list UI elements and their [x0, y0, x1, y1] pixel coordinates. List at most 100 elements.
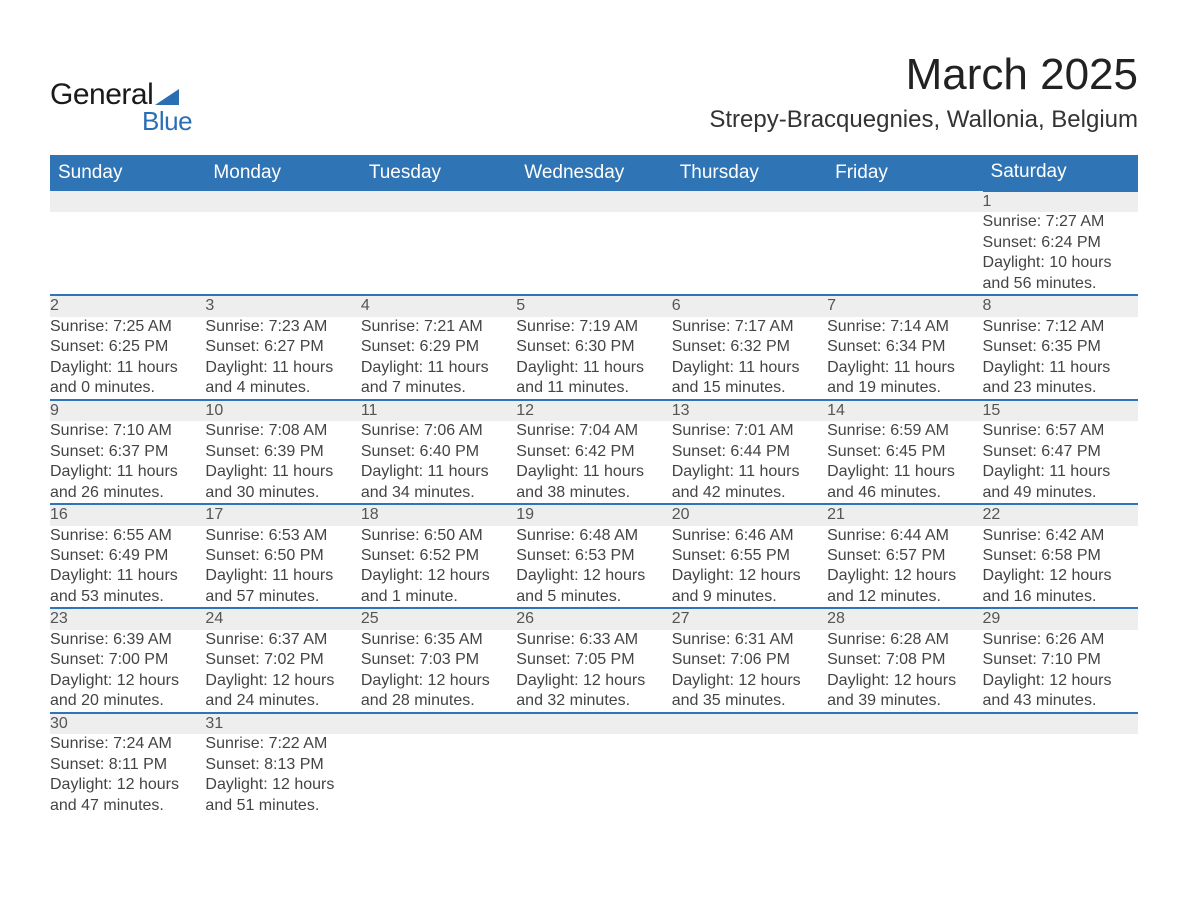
sunset-text: Sunset: 6:55 PM	[672, 546, 827, 566]
day-number-value: 31	[205, 715, 223, 732]
empty-cell	[516, 191, 671, 212]
empty-cell	[361, 191, 516, 212]
title-block: March 2025 Strepy-Bracquegnies, Wallonia…	[709, 50, 1138, 134]
col-tuesday: Tuesday	[361, 155, 516, 191]
day-number: 25	[361, 608, 516, 629]
empty-cell	[827, 734, 982, 816]
day-number: 28	[827, 608, 982, 629]
daylight-text: Daylight: 12 hours and 1 minute.	[361, 566, 516, 607]
day-details: Sunrise: 7:04 AMSunset: 6:42 PMDaylight:…	[516, 421, 671, 504]
day-details: Sunrise: 6:31 AMSunset: 7:06 PMDaylight:…	[672, 630, 827, 713]
empty-cell	[361, 212, 516, 295]
day-number-value: 20	[672, 506, 690, 523]
col-wednesday: Wednesday	[516, 155, 671, 191]
sunset-text: Sunset: 8:11 PM	[50, 755, 205, 775]
sunrise-text: Sunrise: 6:37 AM	[205, 630, 360, 650]
day-number: 31	[205, 713, 360, 734]
month-title: March 2025	[709, 50, 1138, 100]
day-details: Sunrise: 7:08 AMSunset: 6:39 PMDaylight:…	[205, 421, 360, 504]
sunset-text: Sunset: 6:45 PM	[827, 442, 982, 462]
sunset-text: Sunset: 6:42 PM	[516, 442, 671, 462]
sunset-text: Sunset: 8:13 PM	[205, 755, 360, 775]
daylight-text: Daylight: 11 hours and 53 minutes.	[50, 566, 205, 607]
day-number-value: 15	[983, 402, 1001, 419]
day-details: Sunrise: 7:12 AMSunset: 6:35 PMDaylight:…	[983, 317, 1138, 400]
day-number: 22	[983, 504, 1138, 525]
sunset-text: Sunset: 6:24 PM	[983, 233, 1138, 253]
empty-cell	[516, 212, 671, 295]
day-number-value: 1	[983, 193, 992, 210]
day-number-value: 29	[983, 610, 1001, 627]
daylight-text: Daylight: 12 hours and 39 minutes.	[827, 671, 982, 712]
day-number-value: 16	[50, 506, 68, 523]
daylight-text: Daylight: 12 hours and 9 minutes.	[672, 566, 827, 607]
day-details: Sunrise: 6:59 AMSunset: 6:45 PMDaylight:…	[827, 421, 982, 504]
sunset-text: Sunset: 7:06 PM	[672, 650, 827, 670]
sunset-text: Sunset: 6:37 PM	[50, 442, 205, 462]
empty-cell	[672, 191, 827, 212]
empty-cell	[983, 713, 1138, 734]
sunset-text: Sunset: 7:02 PM	[205, 650, 360, 670]
sunset-text: Sunset: 7:03 PM	[361, 650, 516, 670]
day-number-value: 25	[361, 610, 379, 627]
sunrise-text: Sunrise: 7:21 AM	[361, 317, 516, 337]
day-number: 13	[672, 400, 827, 421]
week-daynum-row: 3031	[50, 713, 1138, 734]
day-details: Sunrise: 7:01 AMSunset: 6:44 PMDaylight:…	[672, 421, 827, 504]
daylight-text: Daylight: 10 hours and 56 minutes.	[983, 253, 1138, 294]
day-number: 21	[827, 504, 982, 525]
week-daynum-row: 23242526272829	[50, 608, 1138, 629]
sunset-text: Sunset: 6:40 PM	[361, 442, 516, 462]
day-details: Sunrise: 6:26 AMSunset: 7:10 PMDaylight:…	[983, 630, 1138, 713]
daylight-text: Daylight: 11 hours and 23 minutes.	[983, 358, 1138, 399]
empty-cell	[516, 734, 671, 816]
sunrise-text: Sunrise: 6:28 AM	[827, 630, 982, 650]
sunset-text: Sunset: 6:52 PM	[361, 546, 516, 566]
daylight-text: Daylight: 11 hours and 26 minutes.	[50, 462, 205, 503]
day-number: 29	[983, 608, 1138, 629]
daylight-text: Daylight: 11 hours and 0 minutes.	[50, 358, 205, 399]
week-detail-row: Sunrise: 6:55 AMSunset: 6:49 PMDaylight:…	[50, 526, 1138, 609]
day-details: Sunrise: 7:06 AMSunset: 6:40 PMDaylight:…	[361, 421, 516, 504]
day-number: 12	[516, 400, 671, 421]
day-number: 23	[50, 608, 205, 629]
day-number-value: 10	[205, 402, 223, 419]
daylight-text: Daylight: 12 hours and 43 minutes.	[983, 671, 1138, 712]
day-number: 27	[672, 608, 827, 629]
sunrise-text: Sunrise: 7:22 AM	[205, 734, 360, 754]
sunrise-text: Sunrise: 7:24 AM	[50, 734, 205, 754]
day-details: Sunrise: 7:21 AMSunset: 6:29 PMDaylight:…	[361, 317, 516, 400]
empty-cell	[50, 191, 205, 212]
day-details: Sunrise: 6:44 AMSunset: 6:57 PMDaylight:…	[827, 526, 982, 609]
empty-cell	[205, 191, 360, 212]
sunset-text: Sunset: 7:08 PM	[827, 650, 982, 670]
day-details: Sunrise: 6:46 AMSunset: 6:55 PMDaylight:…	[672, 526, 827, 609]
empty-cell	[516, 713, 671, 734]
sunset-text: Sunset: 6:35 PM	[983, 337, 1138, 357]
sunrise-text: Sunrise: 7:06 AM	[361, 421, 516, 441]
location-title: Strepy-Bracquegnies, Wallonia, Belgium	[709, 106, 1138, 134]
sunset-text: Sunset: 6:34 PM	[827, 337, 982, 357]
day-details: Sunrise: 6:35 AMSunset: 7:03 PMDaylight:…	[361, 630, 516, 713]
sunrise-text: Sunrise: 7:25 AM	[50, 317, 205, 337]
daylight-text: Daylight: 12 hours and 16 minutes.	[983, 566, 1138, 607]
sunset-text: Sunset: 6:39 PM	[205, 442, 360, 462]
daylight-text: Daylight: 12 hours and 24 minutes.	[205, 671, 360, 712]
daylight-text: Daylight: 12 hours and 32 minutes.	[516, 671, 671, 712]
sunset-text: Sunset: 6:57 PM	[827, 546, 982, 566]
document-header: General Blue March 2025 Strepy-Bracquegn…	[50, 50, 1138, 137]
empty-cell	[205, 212, 360, 295]
day-details: Sunrise: 6:48 AMSunset: 6:53 PMDaylight:…	[516, 526, 671, 609]
sunrise-text: Sunrise: 7:04 AM	[516, 421, 671, 441]
day-number: 9	[50, 400, 205, 421]
sunrise-text: Sunrise: 7:17 AM	[672, 317, 827, 337]
day-details: Sunrise: 7:25 AMSunset: 6:25 PMDaylight:…	[50, 317, 205, 400]
logo-triangle-icon	[155, 89, 179, 105]
day-number: 2	[50, 295, 205, 316]
day-number-value: 19	[516, 506, 534, 523]
sunrise-text: Sunrise: 6:55 AM	[50, 526, 205, 546]
daylight-text: Daylight: 11 hours and 46 minutes.	[827, 462, 982, 503]
daylight-text: Daylight: 11 hours and 11 minutes.	[516, 358, 671, 399]
sunset-text: Sunset: 6:29 PM	[361, 337, 516, 357]
day-number: 20	[672, 504, 827, 525]
